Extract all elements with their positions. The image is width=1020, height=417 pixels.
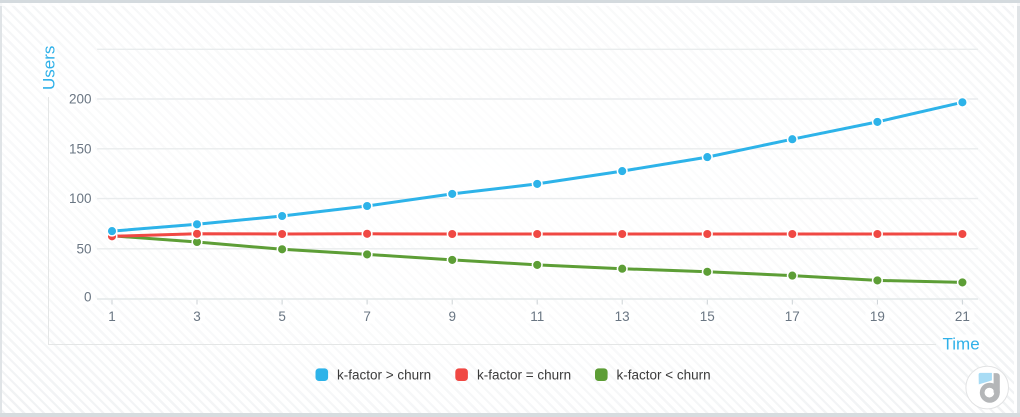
- svg-text:11: 11: [530, 309, 544, 324]
- svg-text:19: 19: [870, 309, 885, 324]
- svg-text:13: 13: [615, 309, 630, 324]
- svg-text:7: 7: [363, 309, 371, 324]
- svg-text:k-factor < churn: k-factor < churn: [617, 367, 711, 382]
- svg-text:200: 200: [69, 92, 92, 107]
- svg-text:3: 3: [193, 309, 201, 324]
- svg-text:k-factor = churn: k-factor = churn: [477, 367, 571, 382]
- svg-text:15: 15: [700, 309, 715, 324]
- svg-text:1: 1: [108, 309, 116, 324]
- svg-text:17: 17: [785, 309, 800, 324]
- svg-text:0: 0: [84, 290, 92, 305]
- svg-text:9: 9: [448, 309, 456, 324]
- svg-text:Users: Users: [40, 46, 59, 90]
- svg-text:150: 150: [69, 141, 92, 156]
- svg-text:50: 50: [76, 241, 91, 256]
- svg-text:21: 21: [955, 309, 970, 324]
- svg-text:100: 100: [69, 191, 92, 206]
- svg-text:Time: Time: [943, 335, 980, 354]
- svg-text:k-factor > churn: k-factor > churn: [337, 367, 431, 382]
- svg-text:5: 5: [278, 309, 286, 324]
